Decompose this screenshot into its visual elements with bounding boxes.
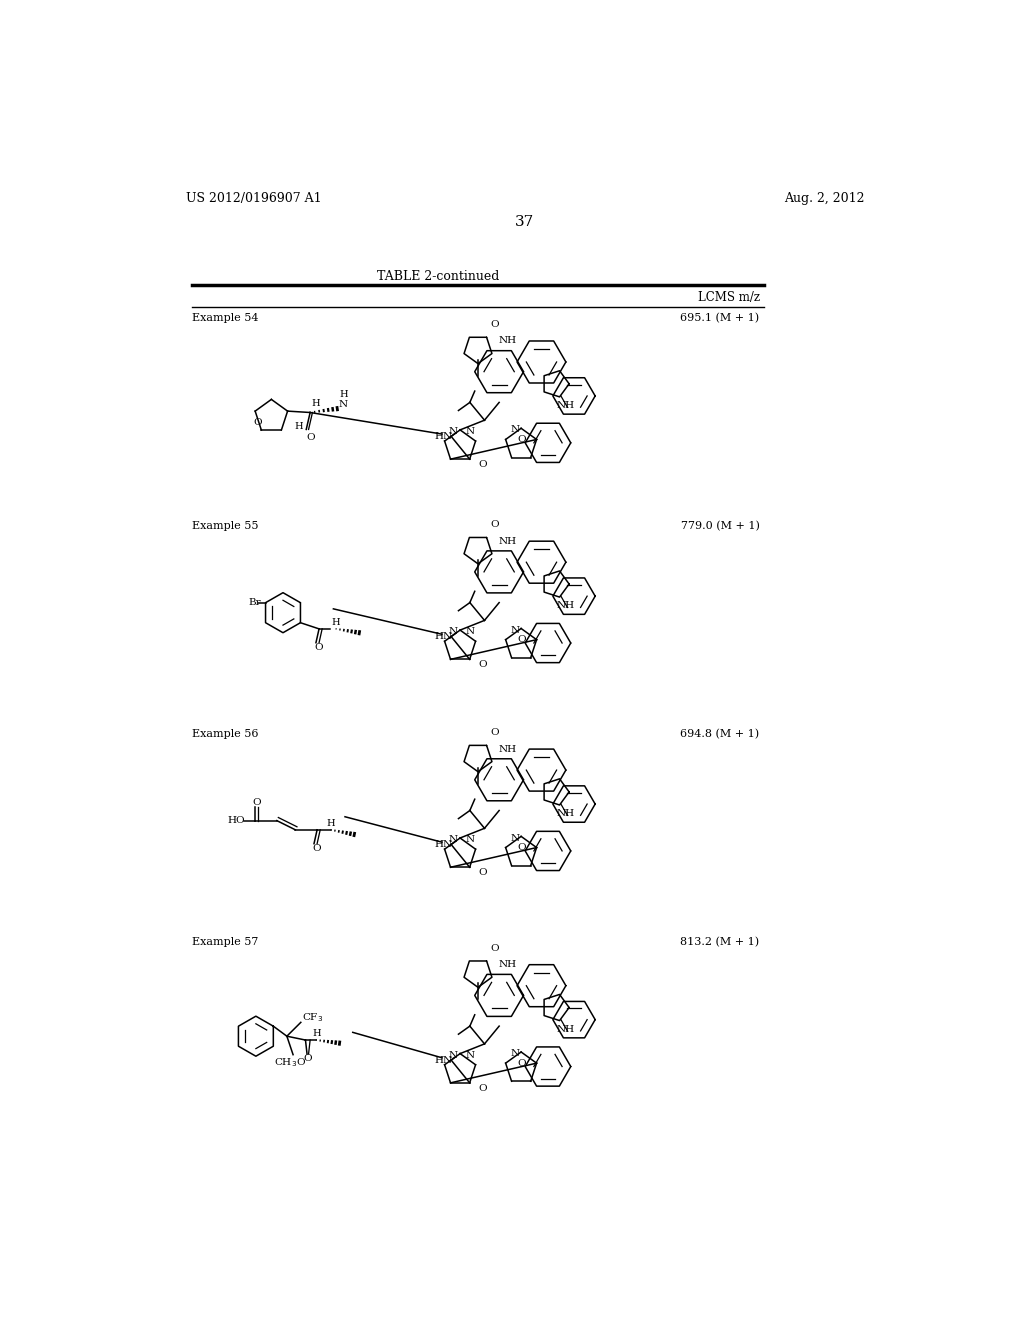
Text: O: O xyxy=(306,433,315,442)
Text: H: H xyxy=(327,820,336,828)
Text: Aug. 2, 2012: Aug. 2, 2012 xyxy=(783,191,864,205)
Text: N: N xyxy=(449,426,458,436)
Text: N: N xyxy=(465,1051,474,1060)
Text: H: H xyxy=(294,422,303,430)
Text: 813.2 (M + 1): 813.2 (M + 1) xyxy=(681,937,760,948)
Text: O: O xyxy=(478,1084,487,1093)
Text: Example 55: Example 55 xyxy=(191,521,258,532)
Text: N: N xyxy=(465,426,474,436)
Text: H: H xyxy=(339,391,348,399)
Text: N: N xyxy=(465,836,474,843)
Text: O: O xyxy=(303,1055,312,1063)
Text: NH: NH xyxy=(557,401,574,411)
Text: H: H xyxy=(311,399,321,408)
Text: O: O xyxy=(478,660,487,669)
Text: O: O xyxy=(489,520,499,529)
Text: HN: HN xyxy=(435,1056,453,1064)
Text: 779.0 (M + 1): 779.0 (M + 1) xyxy=(681,521,760,532)
Text: O: O xyxy=(517,1059,526,1068)
Text: O: O xyxy=(314,643,324,652)
Text: O: O xyxy=(489,729,499,738)
Text: Br: Br xyxy=(249,598,261,607)
Text: NH: NH xyxy=(557,1024,574,1034)
Text: O: O xyxy=(253,418,262,426)
Text: O: O xyxy=(312,843,322,853)
Text: HO: HO xyxy=(227,816,246,825)
Text: O: O xyxy=(517,635,526,644)
Text: N: N xyxy=(510,833,519,842)
Text: 694.8 (M + 1): 694.8 (M + 1) xyxy=(681,729,760,739)
Text: HN: HN xyxy=(435,840,453,849)
Text: Example 56: Example 56 xyxy=(191,730,258,739)
Text: N: N xyxy=(510,626,519,635)
Text: O: O xyxy=(489,944,499,953)
Text: H: H xyxy=(312,1030,321,1039)
Text: HN: HN xyxy=(435,632,453,642)
Text: Example 54: Example 54 xyxy=(191,313,258,323)
Text: O: O xyxy=(478,461,487,469)
Text: O: O xyxy=(252,797,261,807)
Text: HN: HN xyxy=(435,432,453,441)
Text: NH: NH xyxy=(557,809,574,818)
Text: N: N xyxy=(449,1051,458,1060)
Text: NH: NH xyxy=(499,537,516,545)
Text: Example 57: Example 57 xyxy=(191,937,258,948)
Text: N: N xyxy=(465,627,474,636)
Text: TABLE 2-continued: TABLE 2-continued xyxy=(377,269,499,282)
Text: US 2012/0196907 A1: US 2012/0196907 A1 xyxy=(186,191,322,205)
Text: O: O xyxy=(489,321,499,329)
Text: O: O xyxy=(517,436,526,444)
Text: NH: NH xyxy=(499,960,516,969)
Text: NH: NH xyxy=(557,602,574,610)
Text: N: N xyxy=(510,425,519,434)
Text: NH: NH xyxy=(499,744,516,754)
Text: N: N xyxy=(449,627,458,636)
Text: H: H xyxy=(332,618,340,627)
Text: N: N xyxy=(449,836,458,843)
Text: O: O xyxy=(517,843,526,853)
Text: 37: 37 xyxy=(515,215,535,228)
Text: O: O xyxy=(478,869,487,878)
Text: N: N xyxy=(510,1049,519,1059)
Text: CH$_3$O: CH$_3$O xyxy=(274,1056,306,1069)
Text: CF$_3$: CF$_3$ xyxy=(302,1011,324,1024)
Text: LCMS m/z: LCMS m/z xyxy=(697,292,760,305)
Text: NH: NH xyxy=(499,337,516,346)
Text: 695.1 (M + 1): 695.1 (M + 1) xyxy=(681,313,760,323)
Text: N: N xyxy=(339,400,348,408)
